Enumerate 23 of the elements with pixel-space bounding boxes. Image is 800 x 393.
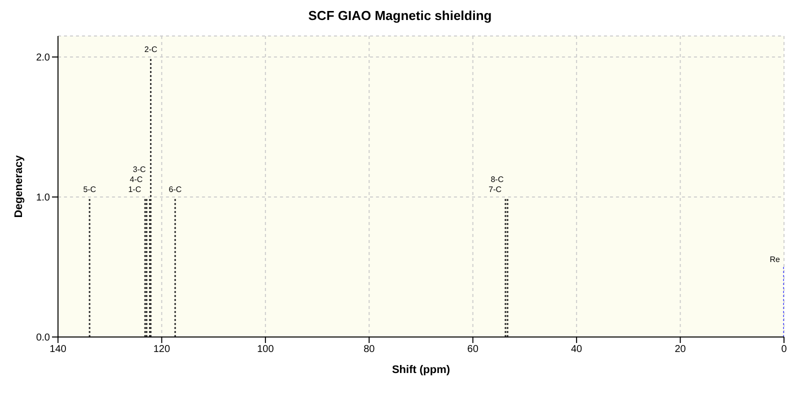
annotation: 6-C <box>168 185 182 194</box>
chart-title: SCF GIAO Magnetic shielding <box>307 8 493 25</box>
x-tick-label: 0 <box>781 344 788 356</box>
annotation: Re <box>770 255 781 264</box>
annotation: 7-C <box>488 185 502 194</box>
x-tick-label: 100 <box>257 344 274 356</box>
y-tick-label: 0.0 <box>36 332 50 344</box>
x-tick-label: 120 <box>153 344 170 356</box>
x-tick-label: 40 <box>571 344 583 356</box>
y-axis-title: Degeneracy <box>12 154 25 218</box>
y-tick-label: 2.0 <box>36 52 50 64</box>
x-tick-label: 80 <box>364 344 376 356</box>
annotation: 8-C <box>490 175 504 184</box>
annotation: 3-C <box>132 165 146 174</box>
annotation: 5-C <box>83 185 96 194</box>
annotation: 4-C <box>130 175 143 184</box>
annotation: 2-C <box>144 45 158 54</box>
x-tick-label: 60 <box>467 344 479 356</box>
x-tick-label: 20 <box>674 344 686 356</box>
x-tick-label: 140 <box>50 344 67 356</box>
x-axis-title: Shift (ppm) <box>392 364 450 376</box>
annotation: 1-C <box>128 185 142 194</box>
y-tick-label: 1.0 <box>36 192 50 204</box>
